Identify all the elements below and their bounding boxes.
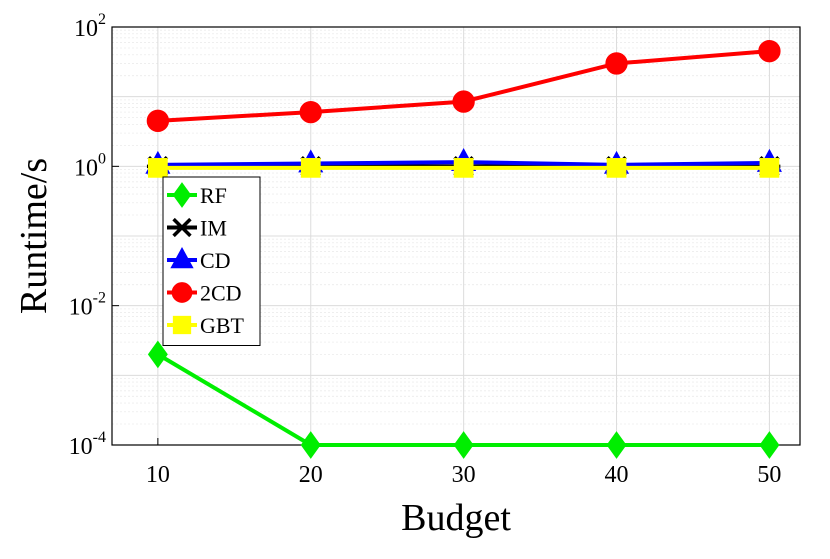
series-rf xyxy=(147,340,780,459)
legend-marker-gbt xyxy=(172,315,192,335)
legend-item-cd: CD xyxy=(167,246,231,273)
series-gbt xyxy=(148,158,780,178)
y-tick-label: 10-4 xyxy=(69,429,106,460)
axis-ticks: 10 20 30 40 50 10-4 10-2 100 102 xyxy=(69,11,782,488)
data-point-gbt xyxy=(453,158,474,178)
legend-label-cd: CD xyxy=(200,248,231,273)
data-point-rf xyxy=(759,431,780,459)
y-axis-label: Runtime/s xyxy=(13,158,55,314)
legend-item-2cd: 2CD xyxy=(167,281,242,306)
data-point-rf xyxy=(300,431,321,459)
data-point-gbt xyxy=(148,158,168,178)
legend-marker-cd xyxy=(170,246,194,269)
x-tick-label: 50 xyxy=(757,462,781,488)
legend-label-im: IM xyxy=(200,216,227,241)
data-point-gbt xyxy=(759,158,780,178)
legend-item-im: IM xyxy=(167,216,227,241)
legend: RF IM CD 2CD GBT xyxy=(162,176,261,346)
data-point-rf xyxy=(147,340,168,369)
data-point-rf xyxy=(453,431,474,459)
legend-label-rf: RF xyxy=(200,183,227,208)
data-point-rf xyxy=(606,431,627,459)
data-point-gbt xyxy=(300,158,321,178)
x-tick-label: 10 xyxy=(146,462,170,488)
data-point-2cd xyxy=(758,39,781,63)
legend-item-gbt: GBT xyxy=(167,313,245,338)
series-2cd xyxy=(146,39,781,132)
x-tick-label: 20 xyxy=(299,462,323,488)
x-axis-label: Budget xyxy=(401,497,511,539)
legend-item-rf: RF xyxy=(167,182,227,208)
data-point-2cd xyxy=(146,109,170,132)
y-tick-label: 100 xyxy=(74,150,106,181)
x-tick-label: 30 xyxy=(452,462,476,488)
legend-marker-2cd xyxy=(171,282,193,303)
grid xyxy=(112,27,800,446)
data-point-gbt xyxy=(606,158,627,178)
x-tick-label: 40 xyxy=(605,462,629,488)
y-tick-label: 102 xyxy=(74,11,106,42)
data-point-2cd xyxy=(452,90,475,113)
legend-marker-rf xyxy=(172,182,192,208)
data-point-2cd xyxy=(605,52,628,75)
legend-label-2cd: 2CD xyxy=(200,281,242,306)
y-tick-label: 10-2 xyxy=(69,290,106,321)
legend-label-gbt: GBT xyxy=(200,313,245,338)
series-group xyxy=(145,39,782,459)
data-point-2cd xyxy=(299,100,322,124)
legend-marker-im xyxy=(171,217,193,238)
